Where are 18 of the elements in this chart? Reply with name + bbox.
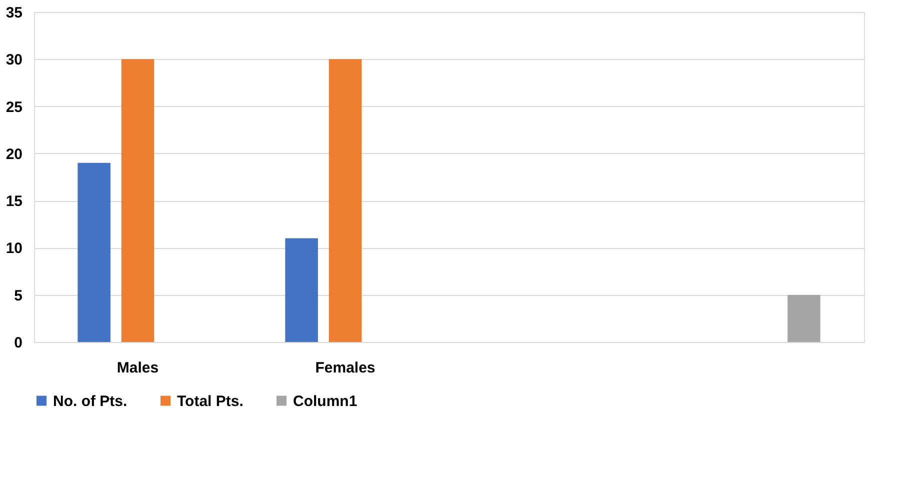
y-tick-label: 5 — [14, 287, 22, 304]
y-tick-label: 20 — [6, 146, 22, 163]
y-tick-label: 10 — [6, 240, 22, 258]
legend-label: No. of Pts. — [53, 392, 128, 410]
x-tick-label: Females — [315, 360, 376, 376]
y-tick-label: 30 — [6, 52, 22, 69]
bar — [285, 238, 318, 342]
bar — [78, 162, 110, 342]
legend-label: Total Pts. — [177, 392, 244, 410]
bar — [328, 59, 362, 342]
legend-label: Column1 — [293, 392, 358, 410]
bar — [788, 294, 820, 342]
y-tick-label: 25 — [6, 98, 22, 116]
x-tick-label: Males — [116, 360, 159, 376]
bar — [121, 59, 154, 342]
y-tick-label: 0 — [14, 334, 22, 352]
y-tick-label: 35 — [6, 4, 22, 22]
y-tick-label: 15 — [6, 193, 22, 210]
